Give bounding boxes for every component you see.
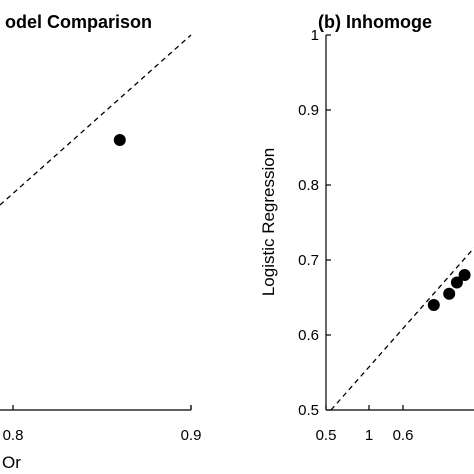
panel-a-x-ticks: 0.8 0.9 1 <box>3 405 373 444</box>
panel-b-y-tick-label: 0.5 <box>298 402 319 419</box>
panel-b-y-tick-label: 0.9 <box>298 102 319 119</box>
panel-b-data-point <box>443 287 456 300</box>
panel-b-y-ticks: 0.5 0.6 0.7 0.8 0.9 1 <box>298 27 331 419</box>
panel-b-y-label: Logistic Regression <box>259 148 278 296</box>
panel-b-y-tick-label: 0.7 <box>298 252 319 269</box>
panel-b: (b) Inhomoge 0.5 0.6 0.7 0.8 0.9 1 0.5 0.6 Log… <box>259 12 474 444</box>
panel-b-data-point <box>458 269 471 281</box>
panel-a-data-point <box>113 134 126 146</box>
panel-b-points <box>427 269 471 311</box>
panel-b-x-tick-label: 0.5 <box>316 427 337 444</box>
panel-a-x-tick-label: 0.9 <box>181 427 202 444</box>
panel-b-reference-line <box>330 247 474 411</box>
panel-a-title: odel Comparison <box>5 12 152 32</box>
panel-b-x-ticks: 0.5 0.6 <box>316 405 414 444</box>
panel-b-data-point <box>450 276 463 289</box>
panel-b-title: (b) Inhomoge <box>318 12 432 32</box>
panel-a-x-label: Or <box>2 453 21 472</box>
panel-b-y-tick-label: 0.8 <box>298 177 319 194</box>
panel-a-x-tick-label: 0.8 <box>3 427 24 444</box>
panel-a-x-tick-label: 1 <box>365 427 373 444</box>
panel-a: odel Comparison 0.8 0.9 1 Or <box>0 12 373 472</box>
panel-a-points <box>113 134 126 146</box>
panel-b-y-tick-label: 1 <box>311 27 319 44</box>
panel-b-data-point <box>427 299 440 311</box>
panel-a-reference-line <box>0 34 192 206</box>
panel-b-x-tick-label: 0.6 <box>393 427 414 444</box>
panel-b-y-tick-label: 0.6 <box>298 327 319 344</box>
